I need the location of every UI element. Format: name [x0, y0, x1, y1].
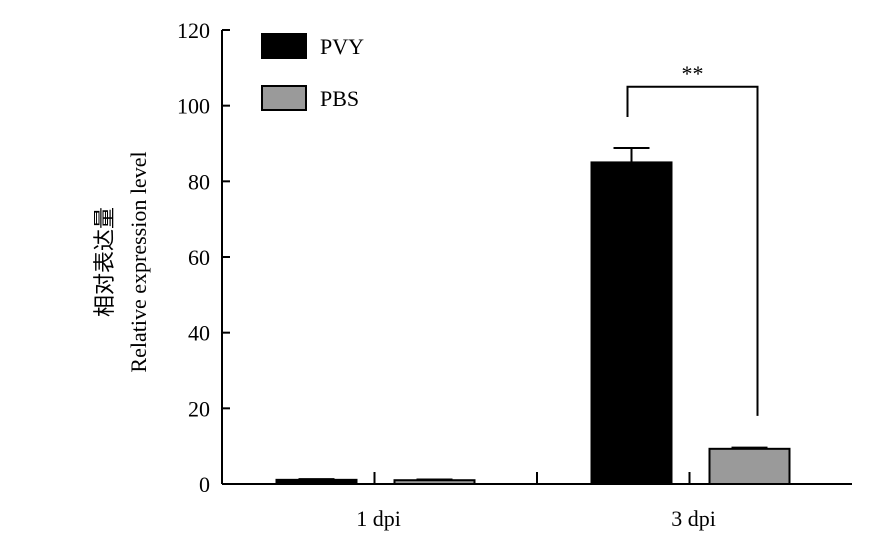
- x-tick-label: 3 dpi: [671, 506, 716, 531]
- y-axis-title-en: Relative expression level: [126, 151, 151, 372]
- bar: [275, 478, 358, 486]
- significance-bracket: [626, 85, 759, 416]
- legend-label: PVY: [320, 34, 364, 59]
- y-tick-label: 20: [188, 396, 210, 421]
- y-tick-label: 0: [199, 472, 210, 497]
- y-axis-ticks: 0 20 40 60 80 100 120: [177, 18, 230, 497]
- significance-label: **: [682, 61, 704, 86]
- legend-swatch: [261, 85, 307, 111]
- x-axis-ticks: 1 dpi 3 dpi: [356, 472, 716, 531]
- y-tick-label: 40: [188, 321, 210, 346]
- y-axis-title: 相对表达量 Relative expression level: [92, 151, 151, 372]
- bar: [590, 161, 673, 486]
- bar: [708, 447, 791, 486]
- y-tick-label: 80: [188, 169, 210, 194]
- bar: [393, 479, 476, 486]
- x-tick-label: 1 dpi: [356, 506, 401, 531]
- significance-annotations: **: [626, 61, 759, 416]
- bars: [275, 147, 791, 486]
- y-axis-title-cn: 相对表达量: [92, 207, 117, 317]
- y-tick-label: 100: [177, 94, 210, 119]
- legend-label: PBS: [320, 86, 359, 111]
- y-tick-label: 60: [188, 245, 210, 270]
- y-tick-label: 120: [177, 18, 210, 43]
- legend: PVY PBS: [261, 33, 364, 111]
- legend-swatch: [261, 33, 307, 59]
